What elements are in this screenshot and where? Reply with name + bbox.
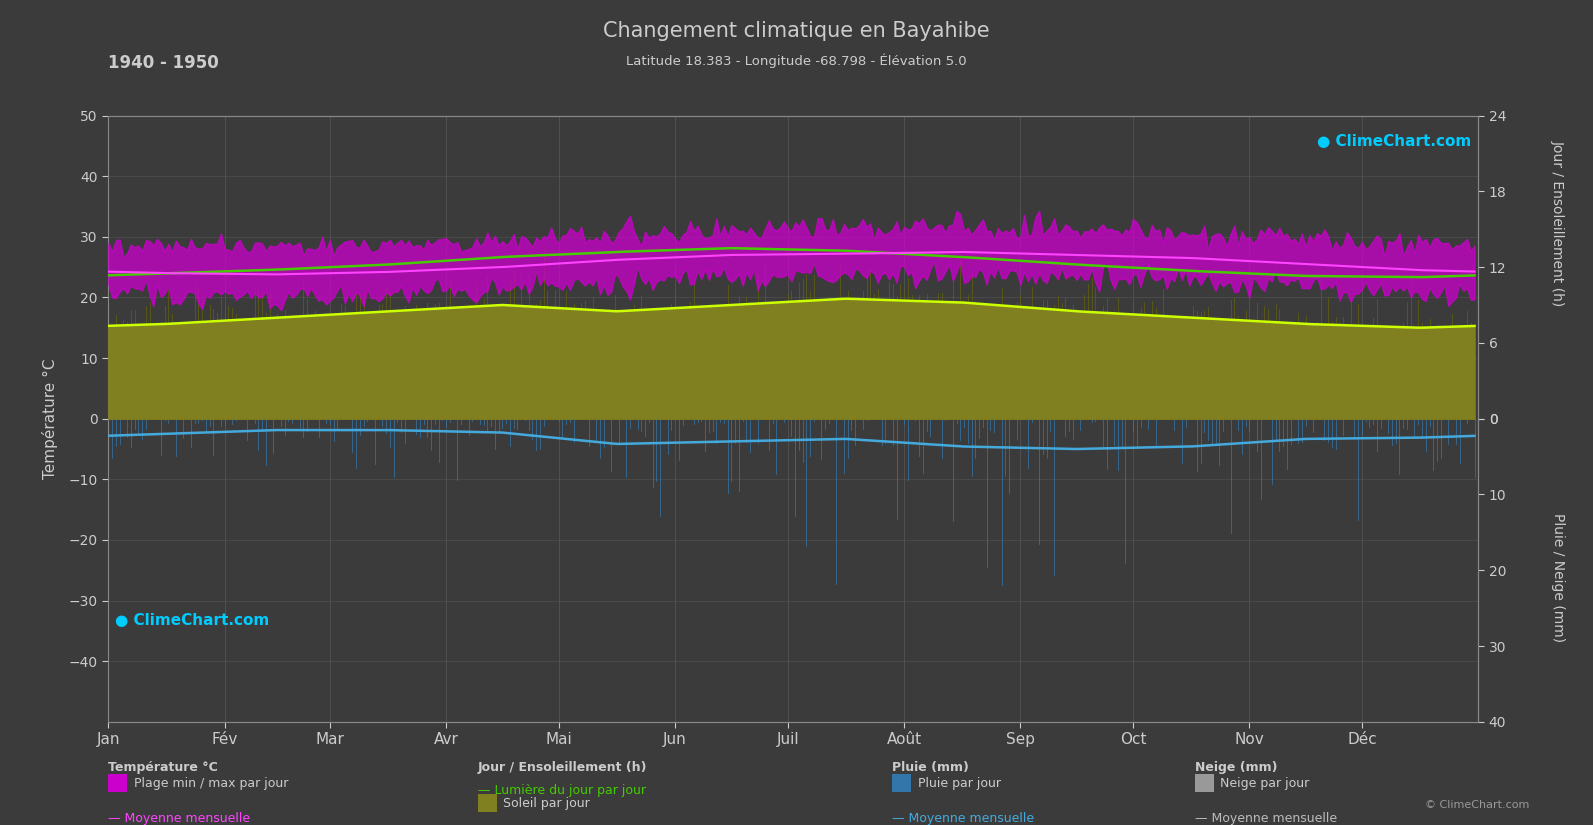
Text: Jour / Ensoleillement (h): Jour / Ensoleillement (h) xyxy=(478,761,647,774)
Text: Pluie / Neige (mm): Pluie / Neige (mm) xyxy=(1552,513,1564,642)
Text: Plage min / max par jour: Plage min / max par jour xyxy=(134,777,288,790)
Text: Température °C: Température °C xyxy=(108,761,218,774)
Text: ● ClimeChart.com: ● ClimeChart.com xyxy=(115,613,269,628)
Text: 1940 - 1950: 1940 - 1950 xyxy=(108,54,220,72)
Text: Pluie (mm): Pluie (mm) xyxy=(892,761,969,774)
Text: — Lumière du jour par jour: — Lumière du jour par jour xyxy=(478,784,645,797)
Text: Changement climatique en Bayahibe: Changement climatique en Bayahibe xyxy=(604,21,989,40)
Text: Soleil par jour: Soleil par jour xyxy=(503,797,589,810)
Text: ● ClimeChart.com: ● ClimeChart.com xyxy=(1317,134,1472,148)
Text: — Moyenne mensuelle: — Moyenne mensuelle xyxy=(892,812,1034,825)
Text: Neige (mm): Neige (mm) xyxy=(1195,761,1278,774)
Text: © ClimeChart.com: © ClimeChart.com xyxy=(1424,800,1529,810)
Text: — Moyenne mensuelle: — Moyenne mensuelle xyxy=(108,812,250,825)
Text: Pluie par jour: Pluie par jour xyxy=(918,777,1000,790)
Y-axis label: Température °C: Température °C xyxy=(41,358,57,479)
Text: Jour / Ensoleillement (h): Jour / Ensoleillement (h) xyxy=(1552,139,1564,306)
Text: Neige par jour: Neige par jour xyxy=(1220,777,1309,790)
Text: — Moyenne mensuelle: — Moyenne mensuelle xyxy=(1195,812,1337,825)
Text: Latitude 18.383 - Longitude -68.798 - Élévation 5.0: Latitude 18.383 - Longitude -68.798 - Él… xyxy=(626,54,967,68)
